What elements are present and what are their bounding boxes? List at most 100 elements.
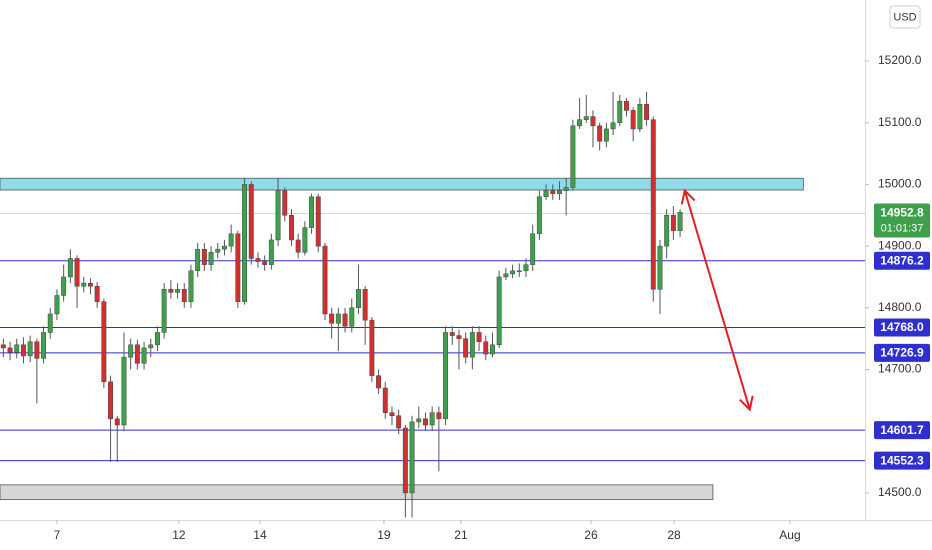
- level-label: 14768.0: [880, 320, 924, 334]
- candle-body: [389, 412, 395, 417]
- candle-body: [101, 301, 107, 383]
- candle-body: [590, 116, 596, 127]
- candle-body: [570, 125, 576, 188]
- candle-body: [583, 116, 589, 120]
- candle-body: [456, 335, 462, 339]
- candle-body: [362, 289, 368, 321]
- last-price-label: 14952.8: [880, 206, 924, 220]
- candle-body: [295, 239, 301, 253]
- candle-body: [47, 313, 53, 333]
- candle-body: [195, 248, 201, 272]
- level-label-box: [874, 451, 930, 470]
- candle-body: [181, 289, 187, 302]
- candle-body: [637, 103, 643, 130]
- candle-body: [121, 356, 127, 426]
- candle-body: [7, 347, 13, 353]
- candle-body: [208, 252, 214, 265]
- x-tick-label: 14: [253, 528, 267, 542]
- candle-body: [670, 215, 676, 231]
- y-tick-label: 15200.0: [878, 53, 922, 67]
- candle-body: [369, 319, 375, 376]
- candle-body: [315, 196, 321, 247]
- candle-body: [402, 427, 408, 494]
- candle-body: [242, 184, 248, 302]
- candle-body: [349, 307, 355, 327]
- candle-body: [423, 418, 428, 426]
- candle-body: [644, 103, 650, 120]
- candle-body: [248, 184, 254, 259]
- last-price-box: [874, 203, 930, 238]
- level-label: 14876.2: [880, 253, 924, 267]
- level-label-box: [874, 421, 930, 440]
- level-label-box: [874, 318, 930, 337]
- candle-body: [617, 100, 623, 124]
- candle-body: [550, 190, 556, 194]
- candle-body: [14, 344, 20, 353]
- candle-body: [376, 375, 382, 389]
- x-tick-label: 7: [54, 528, 61, 542]
- candle-body: [630, 110, 636, 130]
- y-tick-label: 15100.0: [878, 115, 922, 129]
- level-label: 14726.9: [880, 346, 924, 360]
- candle-body: [342, 313, 348, 327]
- x-tick-label: 19: [377, 528, 391, 542]
- arrow-line: [683, 190, 751, 410]
- candle-body: [262, 261, 268, 265]
- candle-body: [114, 418, 120, 426]
- y-tick-label: 14900.0: [878, 238, 922, 252]
- candle-body: [650, 119, 656, 290]
- x-tick-label: 28: [667, 528, 681, 542]
- candle-body: [67, 258, 73, 278]
- candle-body: [141, 347, 147, 364]
- candle-body: [577, 119, 583, 127]
- candle-body: [54, 295, 60, 315]
- candle-body: [282, 190, 288, 216]
- candle-body: [356, 289, 361, 309]
- candle-body: [188, 270, 194, 302]
- level-label: 14552.3: [880, 453, 924, 467]
- level-label: 14601.7: [880, 423, 924, 437]
- candle-body: [476, 332, 482, 342]
- countdown-label: 01:01:37: [881, 222, 924, 234]
- level-label-box: [874, 343, 930, 362]
- candle-body: [510, 270, 516, 275]
- y-tick-label: 14700.0: [878, 362, 922, 376]
- candle-body: [483, 341, 489, 355]
- candle-body: [275, 190, 281, 241]
- candle-body: [443, 332, 449, 420]
- candle-body: [154, 332, 160, 346]
- candle-body: [496, 276, 502, 346]
- candle-body: [329, 313, 335, 324]
- candle-body: [34, 341, 40, 359]
- currency-box[interactable]: [889, 5, 921, 29]
- candle-body: [128, 344, 134, 358]
- currency: USD: [893, 11, 916, 23]
- candle-body: [657, 245, 663, 290]
- candle-body: [61, 276, 67, 296]
- candle-body: [597, 125, 603, 142]
- candle-body: [0, 344, 6, 349]
- x-tick-label: 26: [584, 528, 598, 542]
- candle-body: [463, 338, 469, 358]
- candle-body: [624, 100, 629, 111]
- candle-body: [268, 239, 274, 265]
- candle-body: [302, 227, 308, 253]
- candle-body: [516, 270, 522, 273]
- candle-body: [603, 128, 609, 142]
- candle-body: [503, 273, 509, 278]
- candle-body: [215, 248, 221, 253]
- zone: [0, 177, 804, 191]
- arrow-head: [739, 395, 754, 412]
- candle-body: [335, 313, 341, 324]
- x-tick-label: 21: [454, 528, 468, 542]
- candle-body: [235, 233, 241, 302]
- candle-body: [255, 258, 261, 262]
- y-tick-label: 14800.0: [878, 300, 922, 314]
- candle-body: [523, 264, 529, 272]
- candle-body: [536, 196, 542, 235]
- candle-body: [134, 344, 140, 364]
- y-tick-label: 15000.0: [878, 177, 922, 191]
- arrow-head: [680, 188, 696, 205]
